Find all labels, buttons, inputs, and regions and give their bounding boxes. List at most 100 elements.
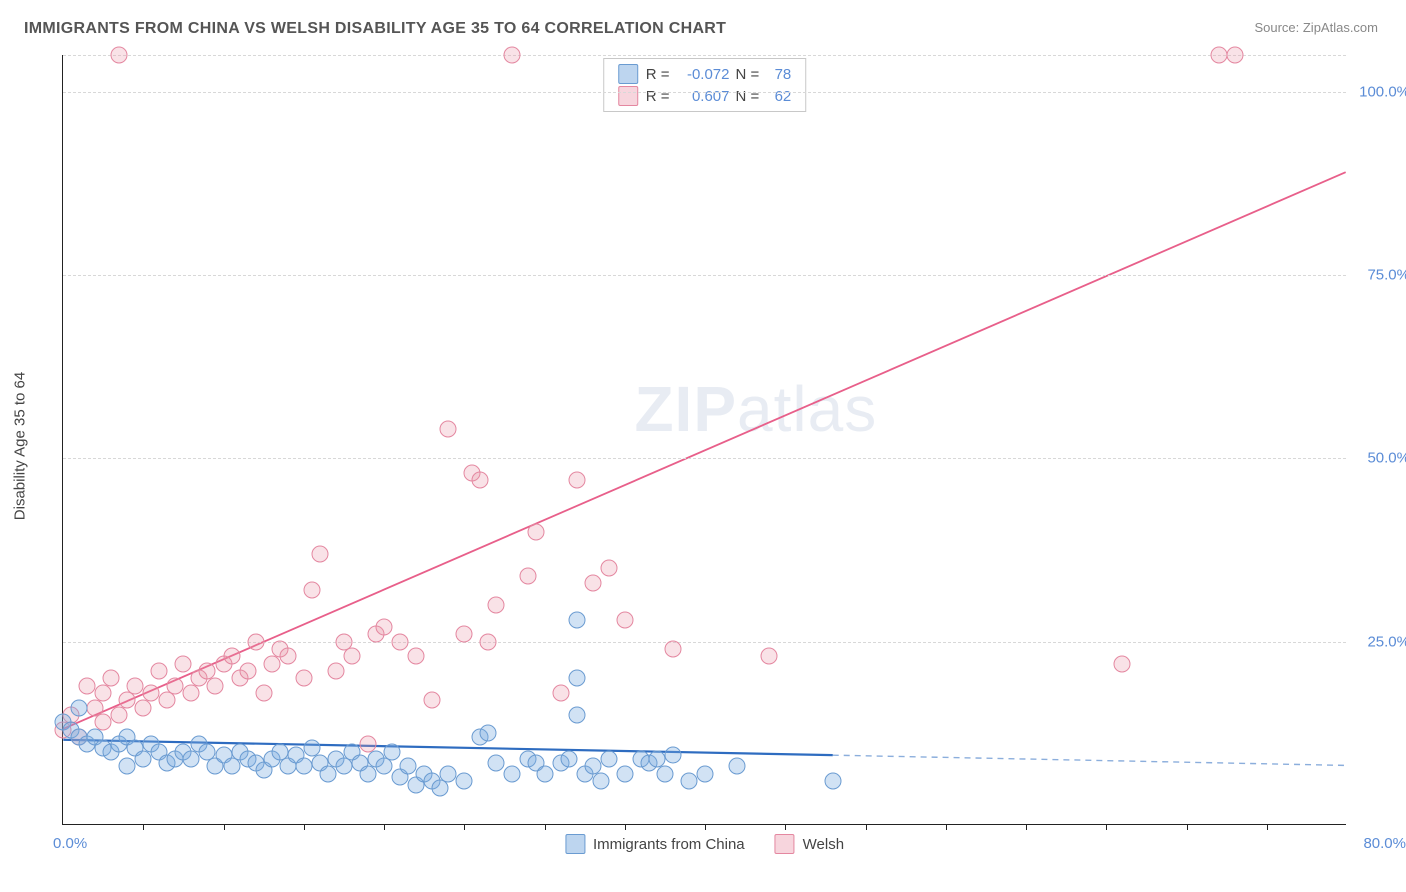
data-point-pink bbox=[440, 421, 457, 438]
plot-area: ZIPatlas R = -0.072 N = 78 R = 0.607 N =… bbox=[62, 55, 1346, 825]
data-point-pink bbox=[528, 523, 545, 540]
data-point-pink bbox=[295, 670, 312, 687]
data-point-blue bbox=[616, 765, 633, 782]
legend-stats-row-blue: R = -0.072 N = 78 bbox=[618, 64, 792, 84]
legend-swatch-blue bbox=[618, 64, 638, 84]
r-value-pink: 0.607 bbox=[676, 88, 730, 105]
data-point-pink bbox=[239, 663, 256, 680]
data-point-pink bbox=[664, 641, 681, 658]
data-point-pink bbox=[183, 685, 200, 702]
data-point-blue bbox=[456, 773, 473, 790]
gridline bbox=[63, 92, 1346, 93]
legend-swatch-pink bbox=[618, 86, 638, 106]
data-point-pink bbox=[343, 648, 360, 665]
data-point-pink bbox=[303, 582, 320, 599]
legend-stats-row-pink: R = 0.607 N = 62 bbox=[618, 86, 792, 106]
legend-item-blue: Immigrants from China bbox=[565, 834, 745, 854]
data-point-blue bbox=[488, 754, 505, 771]
data-point-pink bbox=[151, 663, 168, 680]
data-point-pink bbox=[761, 648, 778, 665]
data-point-blue bbox=[183, 751, 200, 768]
y-tick-label: 25.0% bbox=[1354, 633, 1406, 650]
data-point-pink bbox=[79, 677, 96, 694]
r-label-blue: R = bbox=[646, 66, 670, 83]
x-tick-mark bbox=[1106, 824, 1107, 830]
data-point-blue bbox=[568, 611, 585, 628]
data-point-pink bbox=[480, 633, 497, 650]
data-point-pink bbox=[255, 685, 272, 702]
data-point-pink bbox=[207, 677, 224, 694]
data-point-blue bbox=[600, 751, 617, 768]
data-point-blue bbox=[440, 765, 457, 782]
data-point-pink bbox=[111, 47, 128, 64]
data-point-blue bbox=[592, 773, 609, 790]
data-point-pink bbox=[504, 47, 521, 64]
n-label-blue: N = bbox=[736, 66, 760, 83]
data-point-pink bbox=[456, 626, 473, 643]
data-point-blue bbox=[504, 765, 521, 782]
data-point-pink bbox=[119, 692, 136, 709]
x-tick-mark bbox=[143, 824, 144, 830]
x-tick-mark bbox=[464, 824, 465, 830]
data-point-blue bbox=[335, 758, 352, 775]
x-tick-mark bbox=[1026, 824, 1027, 830]
data-point-pink bbox=[175, 655, 192, 672]
data-point-pink bbox=[472, 472, 489, 489]
source-prefix: Source: bbox=[1254, 20, 1302, 35]
chart-title: IMMIGRANTS FROM CHINA VS WELSH DISABILIT… bbox=[24, 20, 726, 38]
data-point-blue bbox=[295, 758, 312, 775]
data-point-pink bbox=[376, 619, 393, 636]
y-axis-label: Disability Age 35 to 64 bbox=[12, 372, 29, 520]
data-point-pink bbox=[127, 677, 144, 694]
data-point-pink bbox=[424, 692, 441, 709]
trendlines-svg bbox=[63, 55, 1346, 824]
gridline bbox=[63, 458, 1346, 459]
data-point-pink bbox=[520, 567, 537, 584]
data-point-blue bbox=[697, 765, 714, 782]
data-point-blue bbox=[119, 758, 136, 775]
data-point-blue bbox=[480, 725, 497, 742]
n-value-blue: 78 bbox=[765, 66, 791, 83]
x-tick-mark bbox=[1187, 824, 1188, 830]
data-point-blue bbox=[560, 751, 577, 768]
legend-swatch-blue-icon bbox=[565, 834, 585, 854]
data-point-pink bbox=[135, 699, 152, 716]
data-point-pink bbox=[111, 707, 128, 724]
x-tick-mark bbox=[946, 824, 947, 830]
data-point-pink bbox=[616, 611, 633, 628]
x-tick-mark bbox=[705, 824, 706, 830]
x-tick-mark bbox=[785, 824, 786, 830]
data-point-blue bbox=[71, 699, 88, 716]
data-point-pink bbox=[392, 633, 409, 650]
data-point-pink bbox=[279, 648, 296, 665]
x-tick-label-min: 0.0% bbox=[53, 835, 87, 852]
gridline bbox=[63, 275, 1346, 276]
data-point-blue bbox=[568, 707, 585, 724]
legend-series: Immigrants from China Welsh bbox=[565, 834, 844, 854]
source-attribution: Source: ZipAtlas.com bbox=[1254, 20, 1378, 35]
x-tick-mark bbox=[304, 824, 305, 830]
gridline bbox=[63, 55, 1346, 56]
r-value-blue: -0.072 bbox=[676, 66, 730, 83]
data-point-pink bbox=[1226, 47, 1243, 64]
n-label-pink: N = bbox=[736, 88, 760, 105]
data-point-pink bbox=[1210, 47, 1227, 64]
data-point-pink bbox=[488, 597, 505, 614]
data-point-pink bbox=[103, 670, 120, 687]
x-tick-label-max: 80.0% bbox=[1363, 835, 1406, 852]
data-point-blue bbox=[825, 773, 842, 790]
source-name: ZipAtlas.com bbox=[1303, 20, 1378, 35]
legend-swatch-pink-icon bbox=[775, 834, 795, 854]
legend-label-blue: Immigrants from China bbox=[593, 836, 745, 853]
data-point-blue bbox=[656, 765, 673, 782]
data-point-pink bbox=[1114, 655, 1131, 672]
x-tick-mark bbox=[625, 824, 626, 830]
legend-stats-box: R = -0.072 N = 78 R = 0.607 N = 62 bbox=[603, 58, 807, 112]
data-point-blue bbox=[568, 670, 585, 687]
y-tick-label: 75.0% bbox=[1354, 267, 1406, 284]
data-point-pink bbox=[143, 685, 160, 702]
y-tick-label: 100.0% bbox=[1354, 83, 1406, 100]
data-point-blue bbox=[384, 743, 401, 760]
x-tick-mark bbox=[866, 824, 867, 830]
data-point-blue bbox=[319, 765, 336, 782]
